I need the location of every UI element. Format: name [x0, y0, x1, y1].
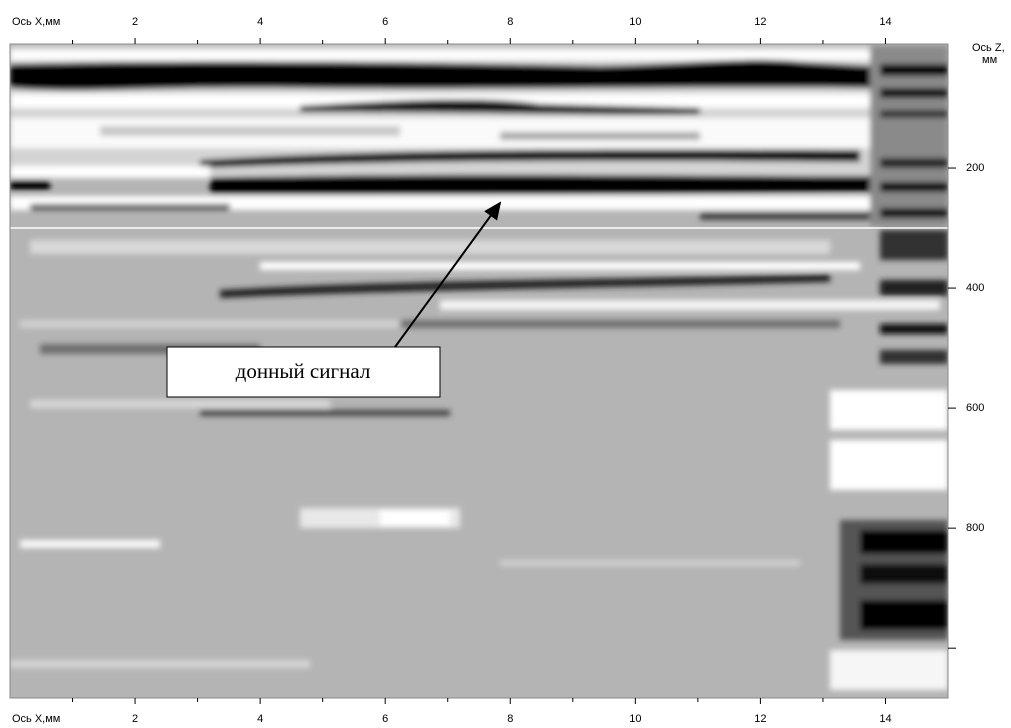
x-axis-label: Ось X,мм — [12, 16, 60, 28]
x-tick-label: 10 — [629, 713, 641, 725]
y-tick-label: 200 — [966, 162, 984, 174]
y-tick-label: 600 — [966, 402, 984, 414]
x-tick-label: 2 — [132, 16, 138, 28]
x-tick-label: 8 — [507, 713, 513, 725]
x-tick-label: 14 — [879, 713, 891, 725]
plot-frame — [9, 43, 949, 699]
annotation: донный сигнал — [236, 359, 371, 383]
annotation-arrow — [394, 201, 502, 348]
y-axis-label: мм — [982, 54, 997, 66]
y-axis-label: Ось Z, — [972, 42, 1005, 54]
x-tick-label: 4 — [257, 713, 263, 725]
y-tick-label: 800 — [966, 522, 984, 534]
x-tick-label: 4 — [257, 16, 263, 28]
x-axis-label: Ось X,мм — [12, 713, 60, 725]
x-tick-label: 8 — [507, 16, 513, 28]
scan-image — [10, 44, 948, 698]
x-tick-label: 14 — [879, 16, 891, 28]
x-tick-label: 10 — [629, 16, 641, 28]
y-tick-label: 400 — [966, 282, 984, 294]
x-tick-label: 12 — [754, 713, 766, 725]
x-tick-label: 6 — [382, 713, 388, 725]
annotation-box — [166, 346, 441, 398]
x-tick-label: 12 — [754, 16, 766, 28]
x-tick-label: 6 — [382, 16, 388, 28]
x-tick-label: 2 — [132, 713, 138, 725]
